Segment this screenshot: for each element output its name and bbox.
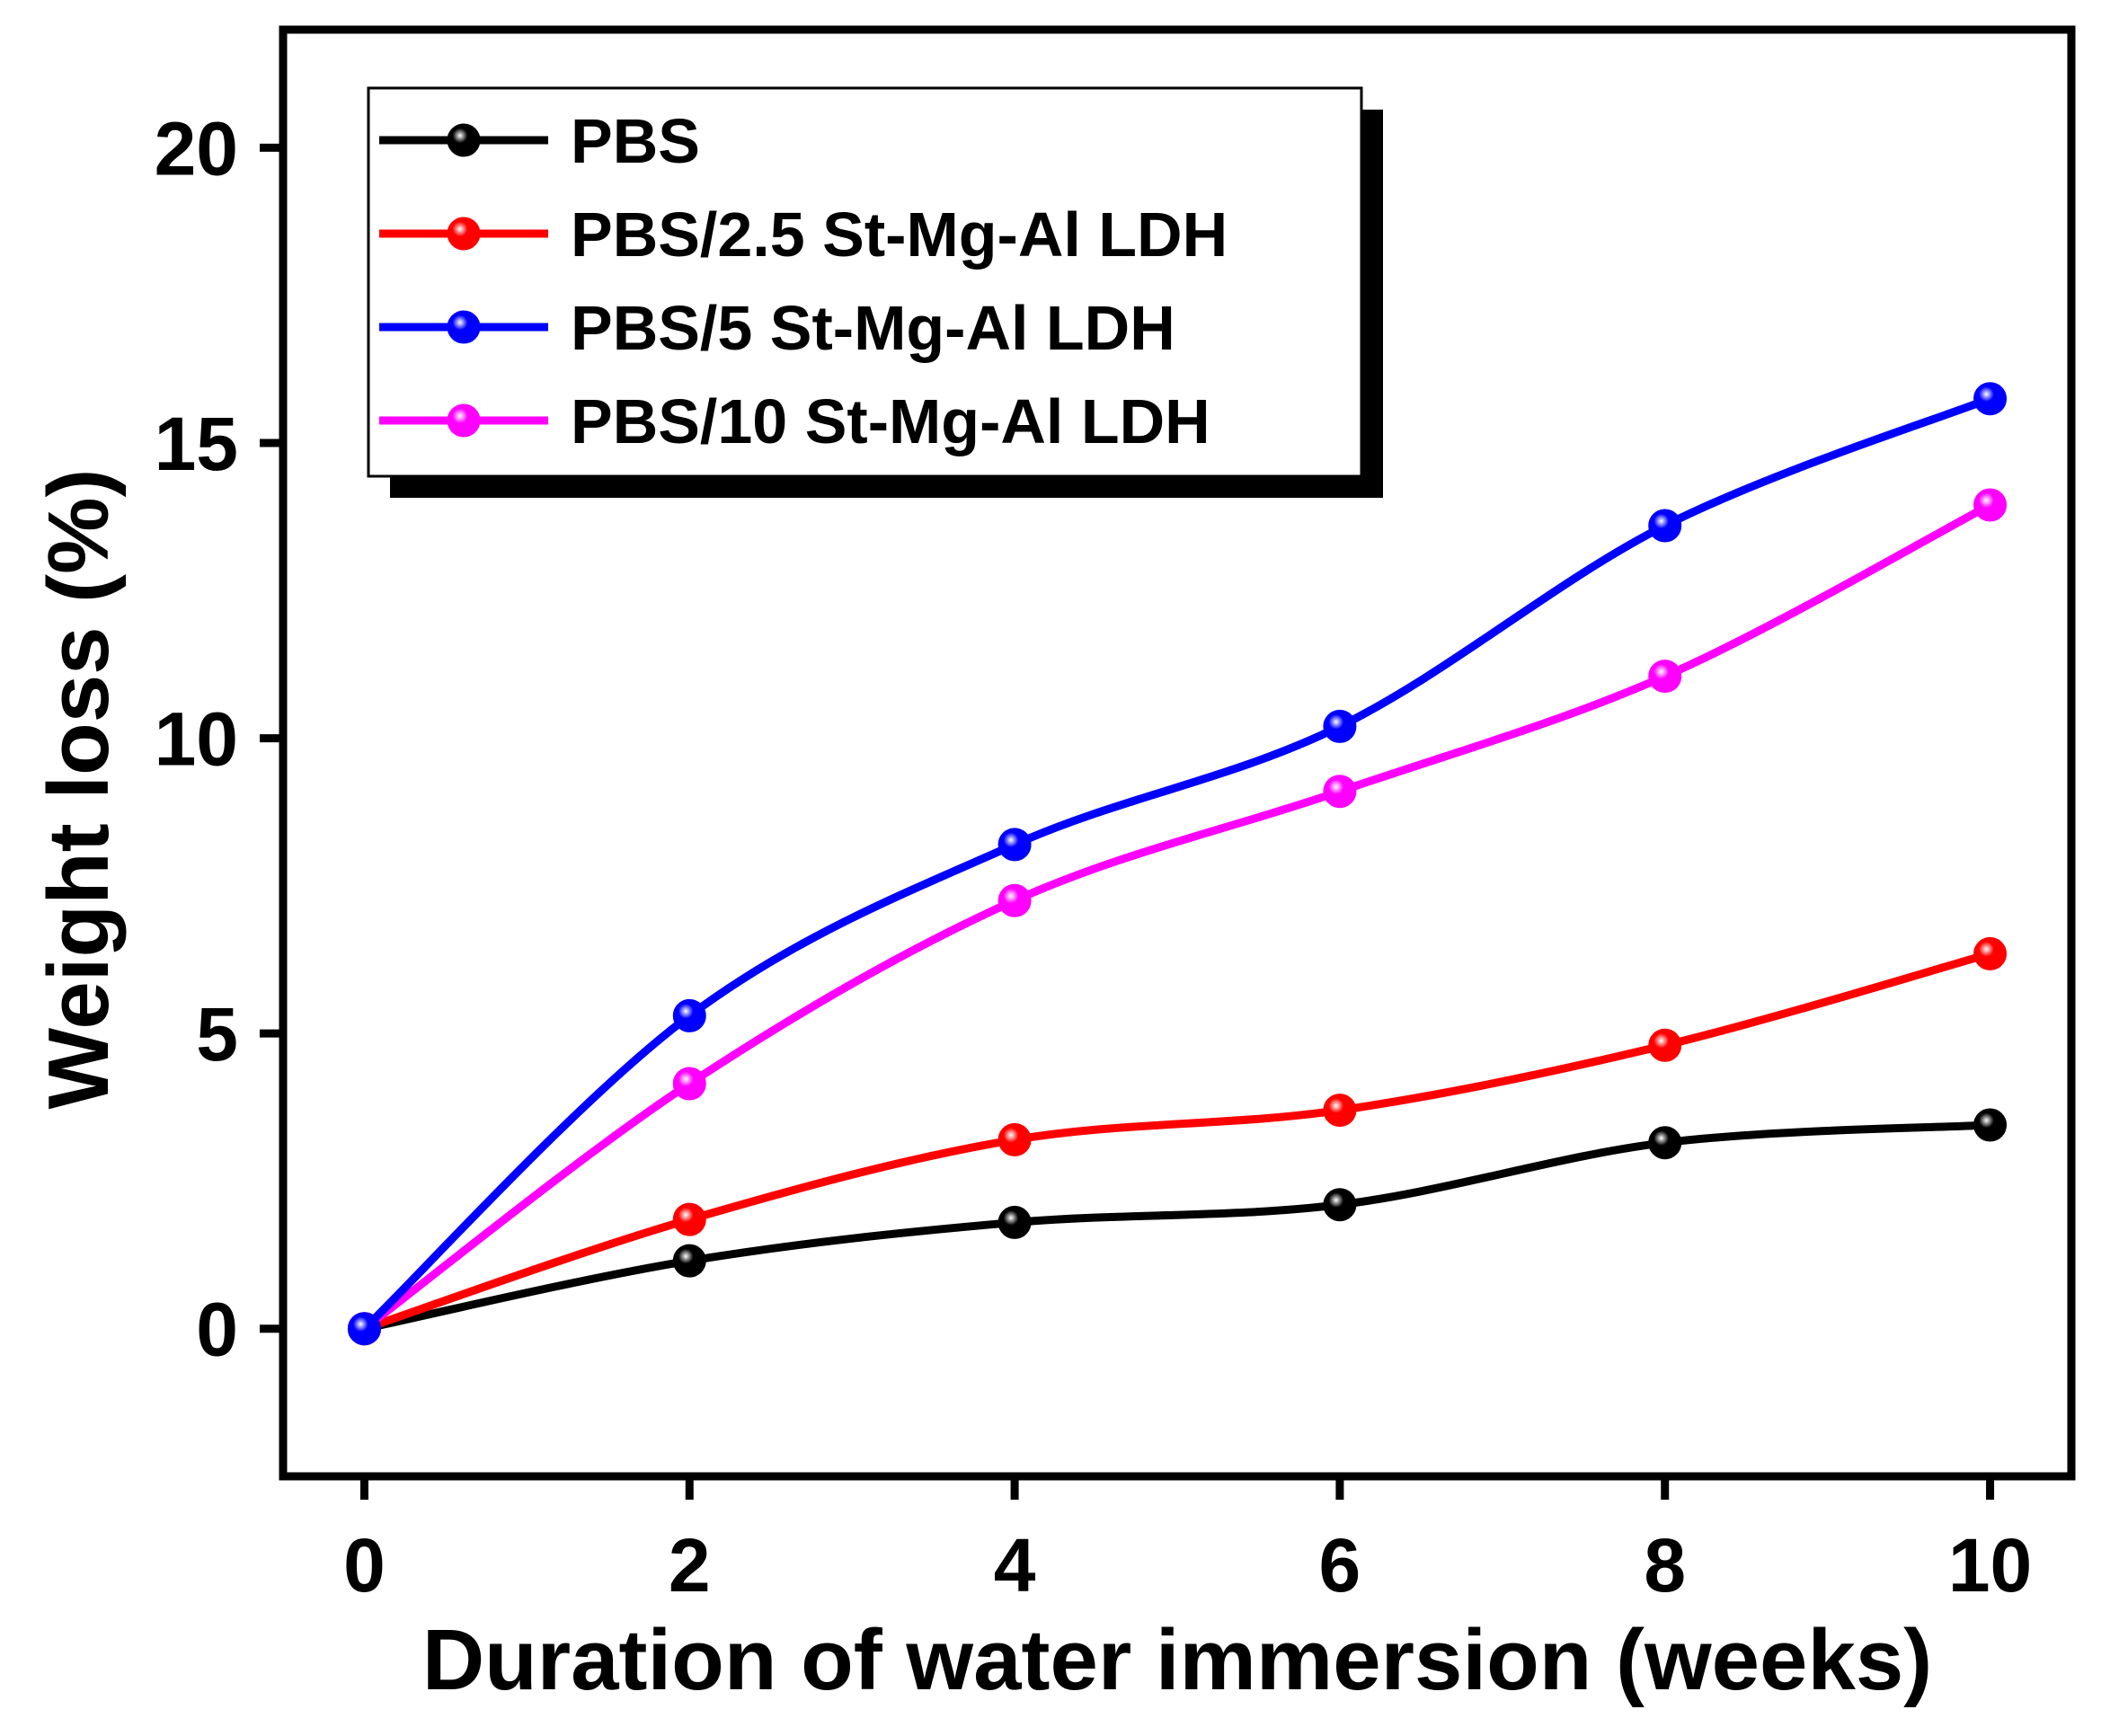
data-point [1973, 382, 2008, 416]
data-point [1973, 936, 2008, 970]
data-point [997, 883, 1032, 917]
x-tick-label: 8 [1644, 1523, 1686, 1608]
series-line [359, 394, 1995, 1333]
y-tick-label: 0 [196, 1288, 238, 1372]
data-point [672, 998, 706, 1032]
data-point [1323, 1188, 1357, 1222]
y-tick-label: 10 [155, 697, 238, 782]
series-layer [347, 382, 2008, 1346]
y-axis-label: Weight loss (%) [31, 469, 127, 1110]
data-point [672, 1067, 706, 1101]
legend-label: PBS/2.5 St-Mg-Al LDH [571, 199, 1228, 270]
legend-marker [447, 217, 481, 251]
series-line [359, 1120, 1995, 1333]
x-tick-label: 6 [1319, 1523, 1361, 1608]
legend-box [367, 86, 1363, 478]
data-point [1323, 709, 1357, 743]
x-tick-label: 0 [343, 1523, 386, 1608]
legend-marker [447, 310, 481, 344]
data-point [997, 828, 1032, 862]
x-axis-ticks: 0 2 4 6 8 10 [343, 1476, 2032, 1608]
legend-label: PBS/5 St-Mg-Al LDH [571, 293, 1175, 363]
data-point [1973, 488, 2008, 522]
plot-border [279, 25, 2076, 1481]
data-point [1648, 1028, 1682, 1062]
data-point [997, 1205, 1032, 1239]
data-point [1648, 660, 1682, 694]
data-point [347, 1312, 381, 1346]
data-point [672, 1202, 706, 1236]
legend-marker [447, 123, 481, 157]
legend-label: PBS [571, 106, 700, 176]
y-tick-label: 15 [155, 402, 238, 486]
y-tick-label: 5 [196, 992, 238, 1076]
data-point [1648, 1126, 1682, 1160]
data-point [672, 1244, 706, 1278]
data-point [1973, 1108, 2008, 1142]
x-tick-label: 2 [669, 1523, 711, 1608]
data-point [1323, 1094, 1357, 1128]
y-axis-ticks: 0 5 10 15 20 [155, 106, 283, 1372]
x-tick-label: 10 [1948, 1523, 2032, 1608]
series-line [359, 500, 1995, 1333]
legend-marker [447, 403, 481, 438]
data-point [997, 1122, 1032, 1156]
plot-frame [279, 25, 2076, 1481]
series-line [359, 949, 1995, 1333]
x-tick-label: 4 [994, 1523, 1036, 1608]
x-axis-label: Duration of water immersion (weeks) [422, 1612, 1932, 1708]
data-point [1323, 775, 1357, 809]
legend-label: PBS/10 St-Mg-Al LDH [571, 386, 1210, 456]
legend: PBS PBS/2.5 St-Mg-Al LDH PBS/5 St-Mg-Al LD… [367, 86, 1383, 498]
data-point [1648, 509, 1682, 543]
y-tick-label: 20 [155, 106, 238, 190]
